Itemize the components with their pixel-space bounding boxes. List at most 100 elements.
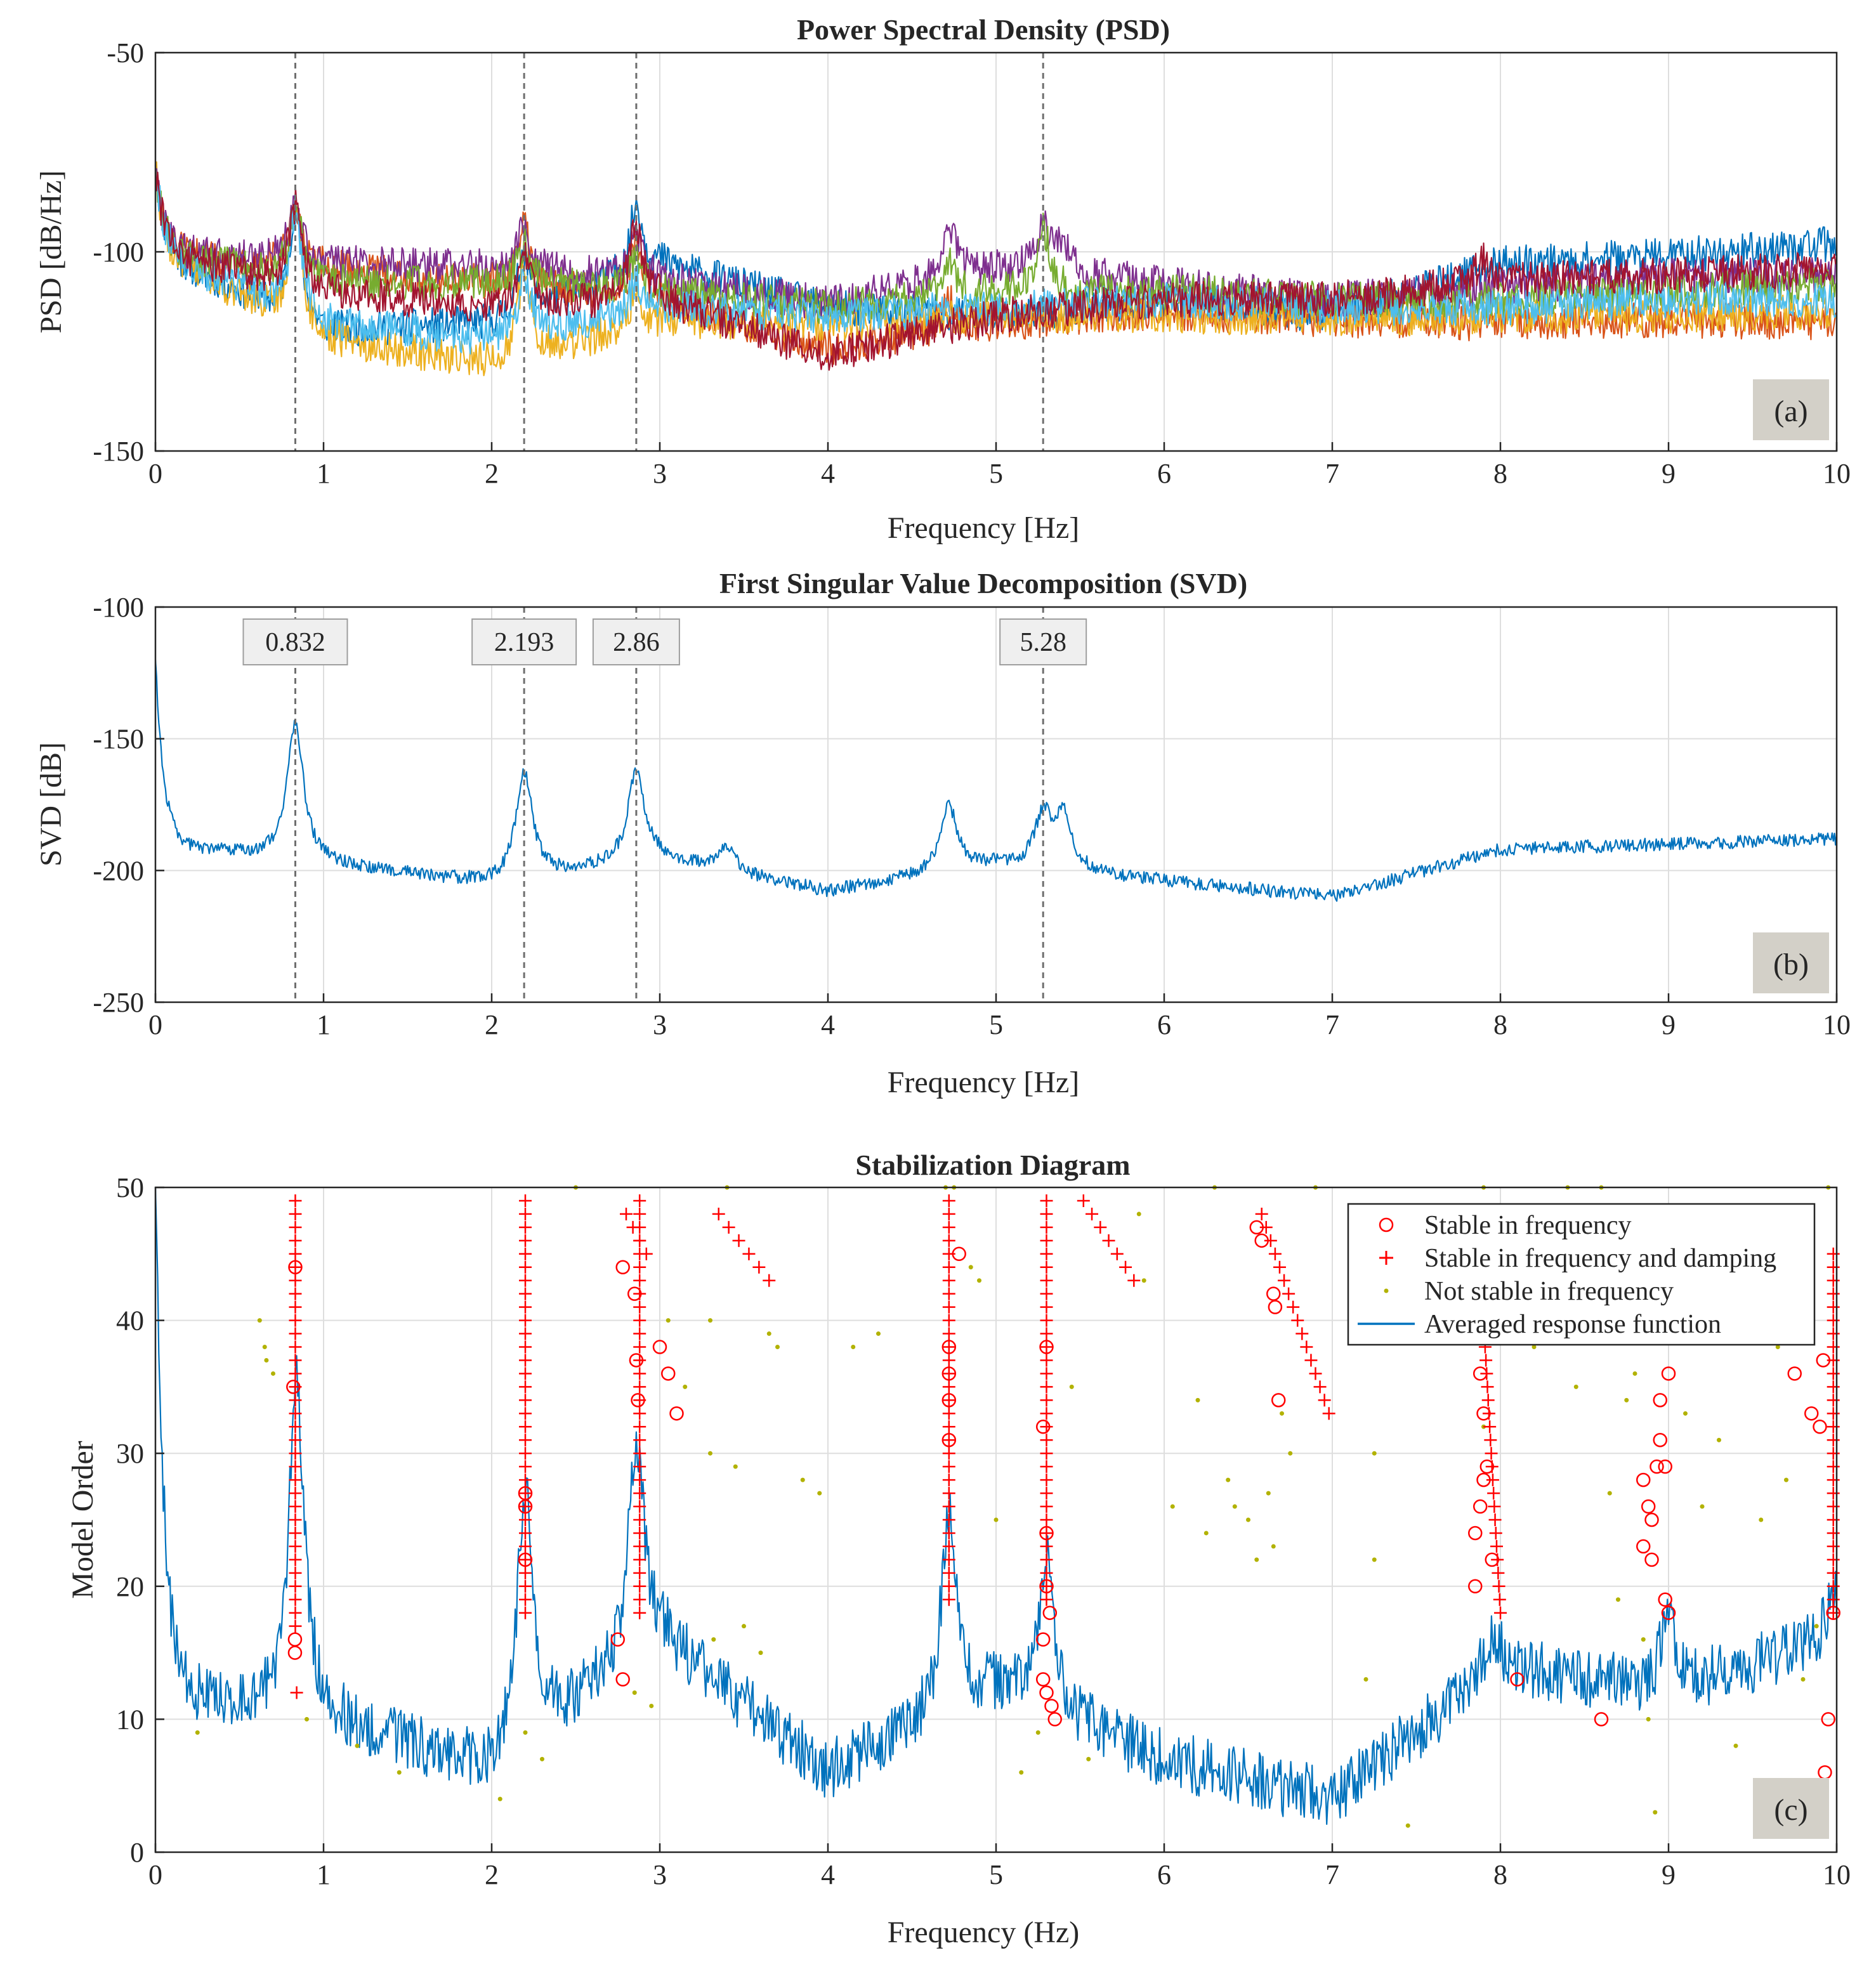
stable-freq-point: [287, 1645, 303, 1660]
stable-freq-point: [627, 1286, 642, 1301]
stable-freq-point: [1035, 1632, 1051, 1647]
svd-x-tick-label: 10: [1823, 1009, 1851, 1040]
stable-freq-damping-point: [289, 1619, 302, 1633]
stable-freq-damping-point: [1273, 1260, 1286, 1274]
not-stable-point: [1363, 1677, 1368, 1682]
stable-freq-damping-point: [742, 1247, 756, 1260]
stable-freq-damping-point: [289, 1420, 302, 1434]
stable-freq-damping-point: [519, 1539, 532, 1553]
stable-freq-damping-point: [633, 1500, 646, 1513]
psd-x-tick-label: 7: [1325, 458, 1339, 489]
stable-freq-damping-point: [289, 1487, 302, 1500]
not-stable-point: [195, 1730, 200, 1735]
not-stable-point: [1086, 1756, 1091, 1761]
not-stable-point: [1784, 1477, 1788, 1482]
stable-freq-damping-point: [519, 1434, 532, 1447]
stable-freq-damping-point: [1487, 1487, 1500, 1500]
stable-freq-damping-point: [289, 1274, 302, 1287]
stable-freq-damping-point: [1488, 1500, 1501, 1513]
legend-circle-marker-icon: [1379, 1217, 1394, 1232]
not-stable-point: [1653, 1810, 1658, 1815]
stable-freq-point: [1653, 1393, 1667, 1408]
averaged-response-curve: [154, 1187, 1838, 1825]
stable-freq-damping-point: [1484, 1434, 1497, 1447]
stable-freq-point: [1644, 1512, 1659, 1527]
stabilization-panel: Stabilization Diagram 0 1 2 3 4 5 6 7 8 9 10 0 10 20 3…: [66, 1149, 1851, 1949]
stable-freq-damping-point: [1119, 1260, 1132, 1274]
stable-freq-damping-point: [289, 1394, 302, 1407]
stable-freq-damping-point: [1040, 1434, 1053, 1447]
stable-freq-damping-point: [1493, 1593, 1506, 1606]
stable-freq-point: [1476, 1406, 1491, 1421]
svd-annotation-box: [592, 618, 680, 665]
stable-freq-damping-point: [1040, 1234, 1053, 1247]
stable-freq-damping-point: [1040, 1553, 1053, 1566]
stable-freq-damping-point: [942, 1474, 955, 1487]
legend-averaged-response: Averaged response function: [1424, 1310, 1721, 1339]
stable-freq-damping-point: [1040, 1407, 1053, 1420]
stable-freq-point: [518, 1499, 533, 1514]
stable-freq-damping-point: [1040, 1247, 1053, 1260]
stable-freq-damping-point: [519, 1194, 532, 1207]
not-stable-point: [257, 1318, 262, 1323]
svd-annotation-label: 2.193: [494, 628, 554, 657]
not-stable-point: [1814, 1624, 1819, 1629]
svd-annotation-box: [471, 618, 577, 665]
stable-freq-damping-point: [1040, 1500, 1053, 1513]
not-stable-point: [1717, 1437, 1721, 1442]
stable-freq-damping-point: [1040, 1474, 1053, 1487]
stable-freq-damping-point: [942, 1367, 955, 1380]
stable-freq-damping-point: [1490, 1539, 1503, 1553]
not-stable-point: [1616, 1597, 1620, 1602]
stable-freq-damping-point: [289, 1566, 302, 1579]
stable-freq-damping-point: [289, 1220, 302, 1234]
not-stable-point: [540, 1756, 544, 1761]
stable-freq-point: [941, 1366, 957, 1381]
psd-x-tick-label: 0: [148, 458, 162, 489]
psd-y-tick-label: -150: [93, 436, 144, 467]
stable-freq-point: [1047, 1712, 1062, 1727]
stable-freq-point: [1658, 1459, 1672, 1474]
legend-dot-marker-icon: [1384, 1288, 1389, 1293]
stable-freq-damping-point: [942, 1300, 955, 1314]
stable-freq-damping-point: [1040, 1314, 1053, 1327]
stable-freq-point: [952, 1246, 966, 1262]
stable-freq-damping-point: [942, 1207, 955, 1220]
stab-x-tick-label: 0: [148, 1859, 162, 1890]
psd-panel: Power Spectral Density (PSD) 0 1 2 3 4 5 6 7 8 9 1…: [34, 13, 1851, 545]
stable-freq-damping-point: [1102, 1234, 1115, 1247]
stable-freq-damping-point: [1488, 1513, 1502, 1526]
legend-stable-frequency-damping: Stable in frequency and damping: [1424, 1244, 1776, 1273]
stable-freq-damping-point: [633, 1434, 646, 1447]
stable-freq-damping-point: [942, 1327, 955, 1340]
stable-freq-damping-point: [633, 1539, 646, 1553]
stable-freq-damping-point: [942, 1340, 955, 1354]
stable-freq-damping-point: [1040, 1566, 1053, 1579]
stable-freq-damping-point: [942, 1500, 955, 1513]
not-stable-point: [1246, 1517, 1250, 1522]
stable-freq-damping-point: [1040, 1274, 1053, 1287]
not-stable-point: [497, 1796, 502, 1801]
stable-freq-damping-point: [1486, 1474, 1499, 1487]
svd-x-tick-label: 7: [1325, 1009, 1339, 1040]
stable-freq-damping-point: [1318, 1394, 1331, 1407]
stable-freq-damping-point: [942, 1194, 955, 1207]
psd-x-tick-label: 6: [1157, 458, 1171, 489]
svd-x-tick-label: 9: [1662, 1009, 1676, 1040]
stable-freq-damping-point: [1827, 1539, 1840, 1553]
not-stable-point: [1372, 1557, 1377, 1562]
stable-freq-point: [652, 1340, 667, 1354]
stable-freq-damping-point: [1827, 1340, 1840, 1354]
not-stable-point: [1170, 1504, 1175, 1509]
stable-freq-damping-point: [1040, 1539, 1053, 1553]
stable-freq-point: [610, 1632, 625, 1647]
stable-freq-damping-point: [633, 1300, 646, 1314]
stable-freq-damping-point: [519, 1220, 532, 1234]
not-stable-point: [733, 1464, 738, 1469]
stable-freq-point: [1816, 1353, 1831, 1368]
stable-freq-damping-point: [519, 1300, 532, 1314]
stable-freq-damping-point: [519, 1207, 532, 1220]
not-stable-point: [766, 1331, 771, 1336]
stable-freq-point: [1636, 1472, 1651, 1487]
stable-freq-damping-point: [519, 1274, 532, 1287]
